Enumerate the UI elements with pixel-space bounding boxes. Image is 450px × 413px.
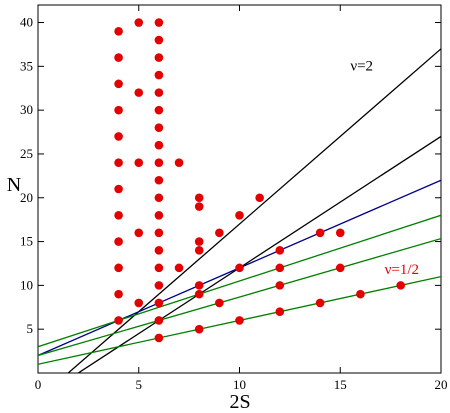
data-point — [154, 210, 164, 220]
data-point — [235, 263, 244, 273]
y-axis-title: N — [7, 174, 21, 196]
data-point — [134, 18, 144, 27]
data-point — [154, 298, 164, 308]
data-point — [114, 263, 123, 273]
fit-line-5 — [38, 237, 441, 357]
data-point — [174, 263, 184, 273]
data-point — [275, 246, 285, 255]
data-point — [114, 289, 123, 299]
y-tick-label: 20 — [20, 190, 33, 205]
data-point — [194, 202, 204, 211]
annotations: ν=2 ν=1/2 — [350, 59, 419, 278]
annotation-label: ν=2 — [350, 59, 373, 75]
fit-line-4 — [38, 214, 441, 348]
data-point — [114, 79, 123, 89]
data-point — [315, 298, 325, 308]
data-point — [275, 263, 285, 273]
data-point — [154, 123, 164, 132]
data-point — [235, 210, 244, 220]
data-point — [154, 88, 164, 97]
data-point — [114, 158, 123, 168]
data-point — [356, 289, 365, 299]
data-point — [255, 193, 264, 203]
data-point — [315, 228, 325, 238]
data-point — [114, 237, 123, 246]
data-point — [194, 193, 204, 203]
data-point — [114, 53, 123, 62]
data-point — [235, 316, 244, 325]
x-axis-title: 2S — [229, 391, 250, 413]
data-point — [134, 158, 144, 168]
data-point — [134, 88, 144, 97]
fit-line-1 — [67, 48, 441, 373]
data-point — [154, 228, 164, 238]
data-point — [154, 158, 164, 168]
data-point — [154, 105, 164, 115]
x-tick-label: 20 — [435, 377, 448, 392]
data-point — [275, 281, 285, 290]
data-point — [194, 324, 204, 334]
data-point — [154, 316, 164, 325]
data-point — [154, 246, 164, 255]
data-point — [114, 184, 123, 194]
data-point — [154, 333, 164, 343]
data-point — [194, 281, 204, 290]
y-tick-label: 15 — [20, 234, 33, 249]
data-point — [174, 158, 184, 168]
data-point — [194, 289, 204, 299]
y-tick-label: 10 — [20, 277, 33, 292]
x-tick-label: 0 — [35, 377, 42, 392]
data-point — [335, 263, 345, 273]
data-point — [114, 316, 123, 325]
y-tick-label: 5 — [27, 321, 34, 336]
y-tick-label: 25 — [20, 146, 33, 161]
data-point — [215, 228, 224, 238]
data-point — [154, 140, 164, 150]
data-points — [114, 18, 406, 343]
data-point — [114, 105, 123, 115]
x-tick-label: 15 — [334, 377, 347, 392]
annotation-label: ν=1/2 — [385, 262, 419, 278]
data-point — [154, 53, 164, 62]
y-tick-label: 40 — [20, 15, 33, 30]
data-point — [114, 132, 123, 141]
data-point — [154, 193, 164, 203]
data-point — [154, 281, 164, 290]
data-point — [114, 26, 123, 36]
data-point — [114, 210, 123, 220]
data-point — [154, 263, 164, 273]
data-point — [154, 18, 164, 27]
fit-lines — [38, 48, 441, 373]
y-tick-label: 30 — [20, 102, 33, 117]
data-point — [134, 228, 144, 238]
x-tick-label: 5 — [136, 377, 143, 392]
data-point — [154, 35, 164, 45]
data-point — [154, 70, 164, 80]
data-point — [194, 237, 204, 246]
data-point — [194, 246, 204, 255]
data-point — [335, 228, 345, 238]
data-point — [154, 175, 164, 185]
axis-ticks: 0 5 10 15 20 5 10 15 20 25 30 35 40 — [20, 5, 448, 392]
y-tick-label: 35 — [20, 58, 33, 73]
data-point — [134, 298, 144, 308]
data-point — [275, 307, 285, 316]
data-point — [396, 281, 406, 290]
x-tick-label: 10 — [233, 377, 246, 392]
data-point — [215, 298, 224, 308]
